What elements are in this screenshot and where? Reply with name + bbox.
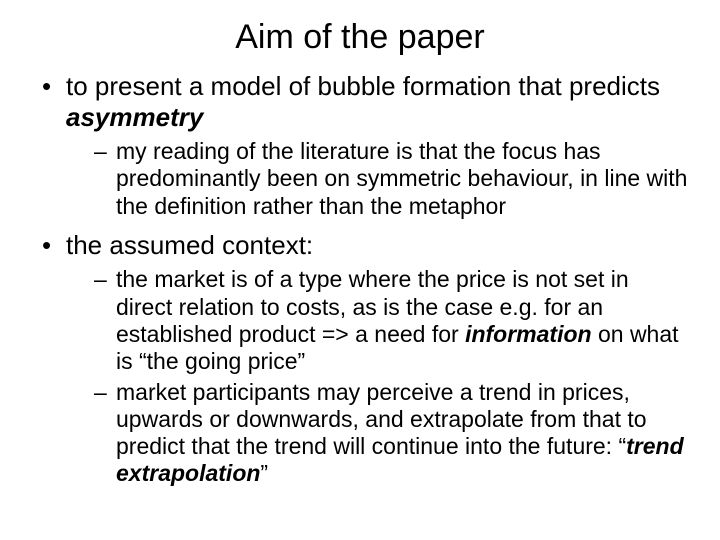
sub-bullet-text: my reading of the literature is that the… [116, 138, 687, 218]
sub-bullet-emph: information [465, 321, 592, 347]
sub-bullet-list: the market is of a type where the price … [66, 266, 688, 487]
sub-bullet-list: my reading of the literature is that the… [66, 138, 688, 219]
sub-bullet-text: ” [260, 460, 268, 486]
slide-title: Aim of the paper [32, 18, 688, 57]
bullet-list: to present a model of bubble formation t… [32, 71, 688, 487]
sub-bullet-item: market participants may perceive a trend… [94, 379, 688, 488]
bullet-item: to present a model of bubble formation t… [42, 71, 688, 220]
bullet-text: the assumed context: [66, 230, 313, 260]
sub-bullet-item: the market is of a type where the price … [94, 266, 688, 375]
sub-bullet-text: market participants may perceive a trend… [116, 379, 647, 459]
sub-bullet-item: my reading of the literature is that the… [94, 138, 688, 219]
bullet-emph: asymmetry [66, 102, 203, 132]
bullet-text: to present a model of bubble formation t… [66, 71, 660, 101]
bullet-item: the assumed context: the market is of a … [42, 230, 688, 488]
slide: Aim of the paper to present a model of b… [0, 0, 720, 540]
